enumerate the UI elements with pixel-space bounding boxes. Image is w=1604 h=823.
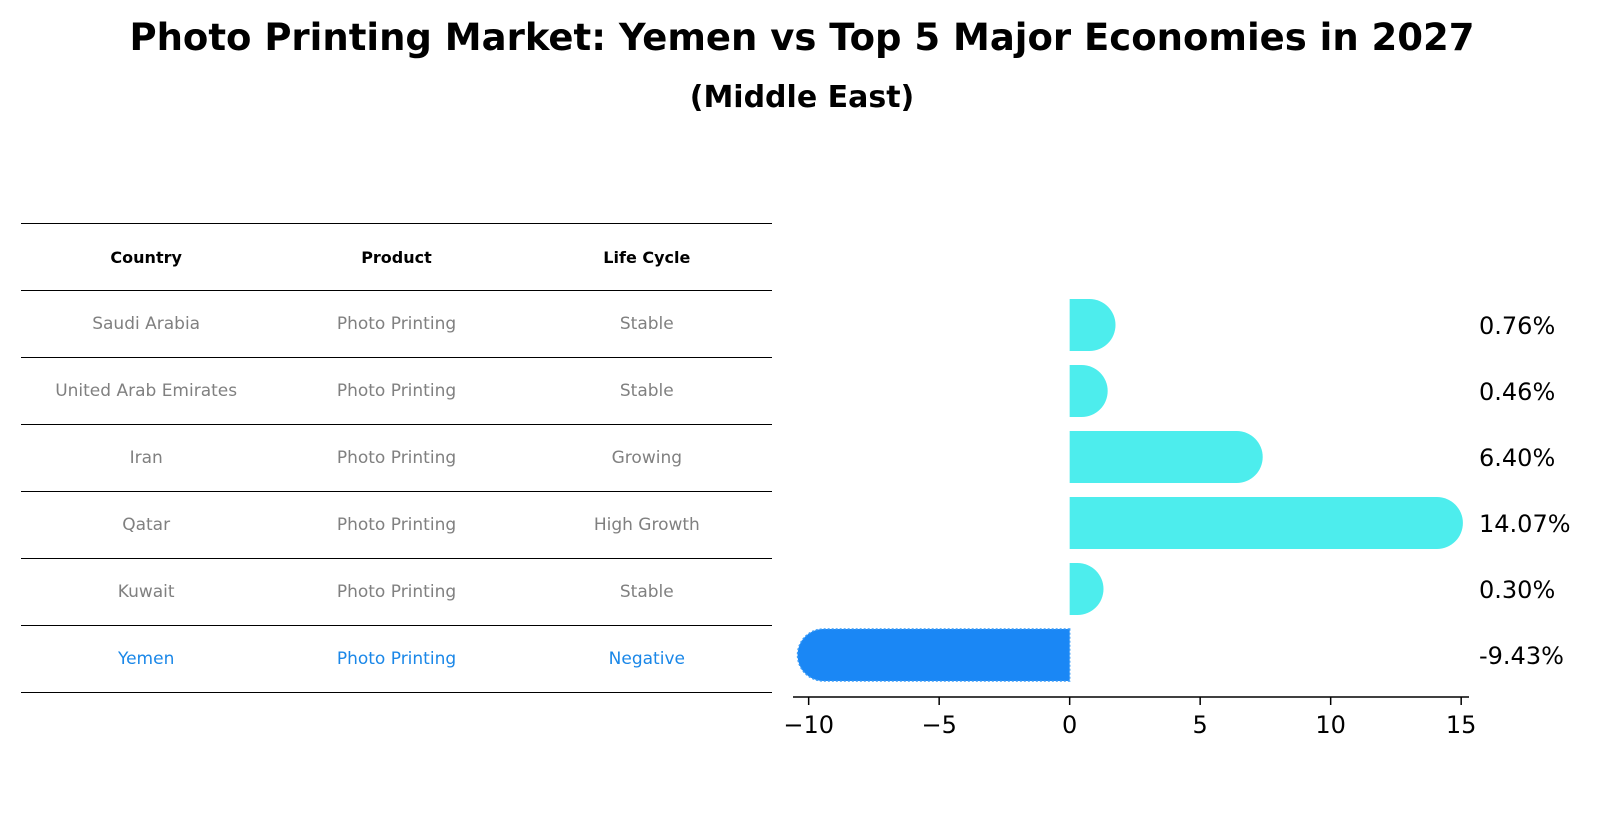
data-label: 0.30% xyxy=(1479,576,1555,604)
header-country: Country xyxy=(21,223,272,291)
data-label: 14.07% xyxy=(1479,510,1571,538)
header-life-cycle: Life Cycle xyxy=(521,223,772,291)
data-label: -9.43% xyxy=(1479,642,1564,670)
bar xyxy=(1069,497,1463,549)
x-tick-label: 0 xyxy=(1062,711,1077,739)
bar xyxy=(1069,299,1116,351)
table-row: Iran Photo Printing Growing xyxy=(21,424,772,492)
product-cell: Photo Printing xyxy=(271,625,522,693)
table-row: Qatar Photo Printing High Growth xyxy=(21,491,772,559)
table-row-highlighted: Yemen Photo Printing Negative xyxy=(21,625,772,693)
bar xyxy=(1069,365,1108,417)
country-cell: Kuwait xyxy=(21,558,272,626)
life-cycle-cell: Stable xyxy=(521,558,772,626)
x-tick-label: −10 xyxy=(783,711,834,739)
table-row: United Arab Emirates Photo Printing Stab… xyxy=(21,357,772,425)
x-tick-label: 5 xyxy=(1193,711,1208,739)
life-cycle-cell: Stable xyxy=(521,357,772,425)
life-cycle-cell: Growing xyxy=(521,424,772,492)
x-tick-label: −5 xyxy=(921,711,956,739)
product-cell: Photo Printing xyxy=(271,357,522,425)
country-cell: Yemen xyxy=(21,625,272,693)
country-cell: Iran xyxy=(21,424,272,492)
bar xyxy=(1069,431,1263,483)
life-cycle-cell: Negative xyxy=(521,625,772,693)
market-table: Country Product Life Cycle Saudi Arabia … xyxy=(21,223,772,693)
data-label: 6.40% xyxy=(1479,444,1555,472)
bar-highlighted xyxy=(796,628,1071,682)
country-cell: Qatar xyxy=(21,491,272,559)
chart-subtitle: (Middle East) xyxy=(689,80,915,115)
life-cycle-cell: Stable xyxy=(521,290,772,358)
product-cell: Photo Printing xyxy=(271,424,522,492)
life-cycle-cell: High Growth xyxy=(521,491,772,559)
country-cell: United Arab Emirates xyxy=(21,357,272,425)
table-header-row: Country Product Life Cycle xyxy=(21,223,772,291)
x-tick-label: 15 xyxy=(1446,711,1477,739)
table-row: Kuwait Photo Printing Stable xyxy=(21,558,772,626)
table-row: Saudi Arabia Photo Printing Stable xyxy=(21,290,772,358)
data-label: 0.46% xyxy=(1479,378,1555,406)
header-product: Product xyxy=(271,223,522,291)
country-cell: Saudi Arabia xyxy=(21,290,272,358)
chart-title: Photo Printing Market: Yemen vs Top 5 Ma… xyxy=(129,16,1475,59)
x-tick-label: 10 xyxy=(1315,711,1346,739)
product-cell: Photo Printing xyxy=(271,491,522,559)
data-label: 0.76% xyxy=(1479,312,1555,340)
product-cell: Photo Printing xyxy=(271,290,522,358)
bar xyxy=(1069,563,1104,615)
